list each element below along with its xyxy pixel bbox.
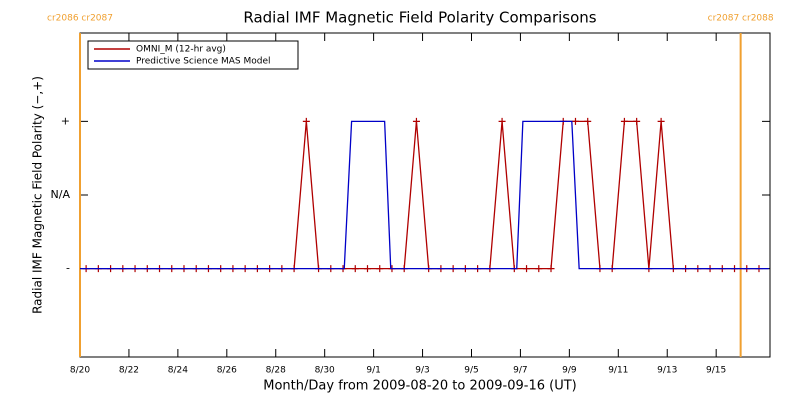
x-tick-label: 9/7 bbox=[513, 366, 527, 376]
point-marker bbox=[584, 117, 592, 125]
x-tick-label: 9/11 bbox=[608, 366, 628, 376]
x-tick-label: 8/22 bbox=[119, 366, 139, 376]
plot-frame bbox=[79, 32, 771, 358]
y-axis-title: Radial IMF Magnetic Field Polarity (−,+) bbox=[31, 76, 45, 314]
carrington-label: cr2086 cr2087 bbox=[47, 14, 113, 24]
point-marker bbox=[571, 117, 579, 125]
x-axis-title: Month/Day from 2009-08-20 to 2009-09-16 … bbox=[263, 379, 576, 394]
chart-title: Radial IMF Magnetic Field Polarity Compa… bbox=[243, 9, 596, 27]
point-marker bbox=[523, 265, 531, 273]
point-marker bbox=[535, 265, 543, 273]
point-marker bbox=[412, 117, 420, 125]
y-tick-label: + bbox=[61, 114, 70, 127]
point-marker bbox=[620, 117, 628, 125]
legend-label: Predictive Science MAS Model bbox=[136, 57, 271, 67]
y-tick-label: - bbox=[66, 262, 70, 275]
x-tick-label: 9/15 bbox=[706, 366, 726, 376]
x-tick-label: 9/1 bbox=[366, 366, 380, 376]
point-marker bbox=[351, 265, 359, 273]
x-tick-label: 9/9 bbox=[562, 366, 577, 376]
x-tick-label: 8/26 bbox=[217, 366, 237, 376]
point-marker bbox=[364, 265, 371, 273]
point-marker bbox=[633, 117, 641, 125]
point-marker bbox=[498, 117, 506, 125]
x-tick-label: 8/24 bbox=[168, 366, 188, 376]
carrington-label: cr2087 cr2088 bbox=[708, 14, 774, 24]
series-line bbox=[86, 120, 759, 270]
x-tick-label: 8/28 bbox=[266, 366, 286, 376]
x-tick-label: 8/30 bbox=[315, 366, 335, 376]
point-marker bbox=[376, 265, 384, 273]
x-tick-label: 8/20 bbox=[70, 366, 90, 376]
series-line bbox=[80, 120, 769, 270]
x-tick-label: 9/13 bbox=[657, 366, 677, 376]
x-tick-label: 9/3 bbox=[415, 366, 429, 376]
legend-box bbox=[87, 40, 299, 70]
point-marker bbox=[547, 265, 555, 273]
point-marker bbox=[657, 117, 665, 125]
x-tick-label: 9/5 bbox=[464, 366, 478, 376]
legend-label: OMNI_M (12-hr avg) bbox=[136, 45, 226, 55]
y-tick-label: N/A bbox=[51, 188, 71, 201]
point-marker bbox=[302, 117, 310, 125]
